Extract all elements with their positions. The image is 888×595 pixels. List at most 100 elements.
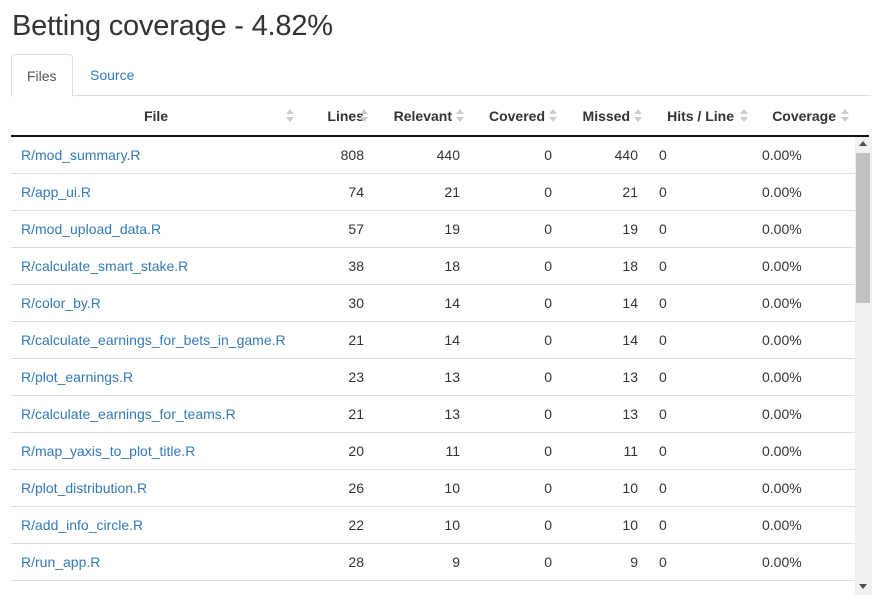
coverage-value: 0.00% (762, 184, 802, 200)
lines-value: 57 (348, 221, 364, 237)
missed-value: 13 (622, 406, 638, 422)
lines-value: 26 (348, 480, 364, 496)
coverage-value: 0.00% (762, 221, 802, 237)
lines-value: 28 (348, 554, 364, 570)
relevant-value: 13 (444, 369, 460, 385)
relevant-value: 11 (445, 443, 460, 459)
relevant-value: 10 (444, 480, 460, 496)
hits-per-line-value: 0 (659, 221, 667, 237)
missed-value: 440 (614, 147, 638, 163)
coverage-value: 0.00% (762, 406, 802, 422)
table-row: R/calculate_smart_stake.R 38 18 0 18 0 0.00% (11, 248, 856, 285)
scroll-up-arrow-icon[interactable] (859, 141, 867, 146)
tab-files[interactable]: Files (11, 54, 73, 97)
missed-value: 14 (622, 295, 638, 311)
page-title: Betting coverage - 4.82% (12, 10, 333, 42)
hits-per-line-value: 0 (659, 295, 667, 311)
lines-value: 38 (348, 258, 364, 274)
table-row: R/mod_summary.R 808 440 0 440 0 0.00% (11, 137, 856, 174)
tab-source[interactable]: Source (90, 67, 135, 83)
file-link[interactable]: R/plot_earnings.R (21, 369, 134, 385)
table-body: R/mod_summary.R 808 440 0 440 0 0.00% R/app_ui.… (11, 137, 856, 595)
column-header-missed[interactable]: Missed (571, 96, 642, 135)
hits-per-line-value: 0 (659, 443, 667, 459)
column-header-label: Relevant (393, 108, 452, 124)
covered-value: 0 (544, 295, 552, 311)
relevant-value: 440 (436, 147, 460, 163)
file-link[interactable]: R/calculate_earnings_for_bets_in_game.R (21, 332, 286, 348)
table-row: R/mod_upload_data.R 57 19 0 19 0 0.00% (11, 211, 856, 248)
column-header-file[interactable]: File (11, 96, 301, 135)
column-header-label: Lines (327, 108, 364, 124)
sort-icon (360, 109, 368, 123)
table-row: R/calculate_earnings_for_teams.R 21 13 0 13 0… (11, 396, 856, 433)
hits-per-line-value: 0 (659, 184, 667, 200)
missed-value: 9 (630, 554, 638, 570)
hits-per-line-value: 0 (659, 554, 667, 570)
relevant-value: 14 (444, 332, 460, 348)
lines-value: 22 (348, 517, 364, 533)
column-header-label: Covered (488, 108, 545, 124)
column-header-hits-per-line[interactable]: Hits / Line (661, 96, 748, 135)
table-row: R/plot_distribution.R 26 10 0 10 0 0.00% (11, 470, 856, 507)
lines-value: 23 (348, 369, 364, 385)
coverage-value: 0.00% (762, 369, 802, 385)
file-link[interactable]: R/app_ui.R (21, 184, 92, 200)
lines-value: 808 (340, 147, 364, 163)
hits-per-line-value: 0 (659, 369, 667, 385)
column-header-label: File (143, 108, 169, 124)
column-header-relevant[interactable]: Relevant (391, 96, 464, 135)
sort-icon (634, 109, 642, 123)
missed-value: 14 (622, 332, 638, 348)
relevant-value: 14 (444, 295, 460, 311)
hits-per-line-value: 0 (659, 258, 667, 274)
file-link[interactable]: R/add_info_circle.R (21, 517, 144, 533)
coverage-value: 0.00% (762, 480, 802, 496)
coverage-value: 0.00% (762, 517, 802, 533)
coverage-table: File Lines Relevant Covered Missed Hits … (11, 96, 871, 595)
coverage-value: 0.00% (762, 295, 802, 311)
sort-icon (841, 109, 849, 123)
coverage-value: 0.00% (762, 332, 802, 348)
column-header-label: Hits / Line (667, 108, 734, 124)
covered-value: 0 (544, 332, 552, 348)
hits-per-line-value: 0 (659, 517, 667, 533)
table-row: R/map_yaxis_to_plot_title.R 20 11 0 11 0 0.00% (11, 433, 856, 470)
covered-value: 0 (544, 221, 552, 237)
file-link[interactable]: R/mod_summary.R (21, 147, 141, 163)
vertical-scrollbar[interactable] (855, 137, 872, 595)
relevant-value: 19 (444, 221, 460, 237)
lines-value: 21 (348, 406, 364, 422)
missed-value: 18 (622, 258, 638, 274)
coverage-value: 0.00% (762, 147, 802, 163)
relevant-value: 18 (444, 258, 460, 274)
column-header-covered[interactable]: Covered (481, 96, 557, 135)
scroll-thumb[interactable] (856, 153, 870, 303)
missed-value: 11 (623, 443, 638, 459)
lines-value: 20 (348, 443, 364, 459)
file-link[interactable]: R/mod_upload_data.R (21, 221, 162, 237)
table-header: File Lines Relevant Covered Missed Hits … (11, 96, 869, 137)
table-row: R/calculate_earnings_for_bets_in_game.R 2… (11, 322, 856, 359)
scroll-down-arrow-icon[interactable] (859, 584, 867, 589)
covered-value: 0 (544, 554, 552, 570)
file-link[interactable]: R/calculate_smart_stake.R (21, 258, 189, 274)
sort-icon (549, 109, 557, 123)
file-link[interactable]: R/plot_distribution.R (21, 480, 148, 496)
file-link[interactable]: R/run_app.R (21, 554, 101, 570)
missed-value: 10 (622, 517, 638, 533)
hits-per-line-value: 0 (659, 147, 667, 163)
coverage-value: 0.00% (762, 258, 802, 274)
column-header-coverage[interactable]: Coverage (756, 96, 849, 135)
relevant-value: 10 (444, 517, 460, 533)
file-link[interactable]: R/color_by.R (21, 295, 101, 311)
table-row: R/color_by.R 30 14 0 14 0 0.00% (11, 285, 856, 322)
column-header-lines[interactable]: Lines (301, 96, 368, 135)
hits-per-line-value: 0 (659, 480, 667, 496)
file-link[interactable]: R/map_yaxis_to_plot_title.R (21, 443, 196, 459)
column-header-label: Coverage (772, 108, 836, 124)
file-link[interactable]: R/calculate_earnings_for_teams.R (21, 406, 236, 422)
covered-value: 0 (544, 184, 552, 200)
table-row: R/app_ui.R 74 21 0 21 0 0.00% (11, 174, 856, 211)
coverage-value: 0.00% (762, 443, 802, 459)
